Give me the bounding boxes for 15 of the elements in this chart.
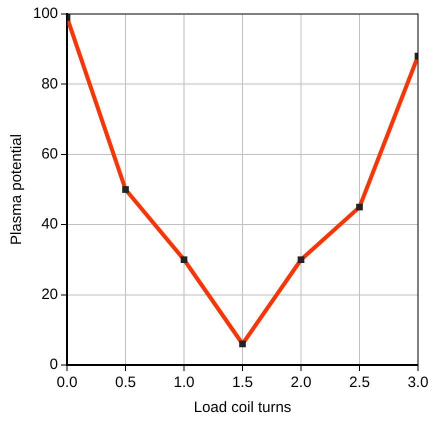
- x-tick-label: 1.0: [174, 374, 194, 392]
- x-tick-label: 1.5: [232, 374, 253, 392]
- y-tick-label: 100: [32, 5, 58, 22]
- y-tick-label: 0: [50, 356, 58, 374]
- y-tick-label: 80: [41, 75, 58, 92]
- x-tick-label: 0.0: [56, 374, 78, 392]
- x-tick-label: 2.5: [349, 374, 370, 392]
- x-tick-label: 2.0: [290, 374, 312, 392]
- y-tick-label: 40: [41, 216, 58, 233]
- y-axis-title: Plasma potential: [8, 134, 26, 245]
- y-tick-label: 20: [41, 286, 58, 303]
- x-tick-label: 0.5: [115, 374, 136, 392]
- y-tick-label: 60: [41, 146, 58, 163]
- x-tick-label: 3.0: [408, 374, 428, 392]
- x-axis-title: Load coil turns: [194, 399, 292, 416]
